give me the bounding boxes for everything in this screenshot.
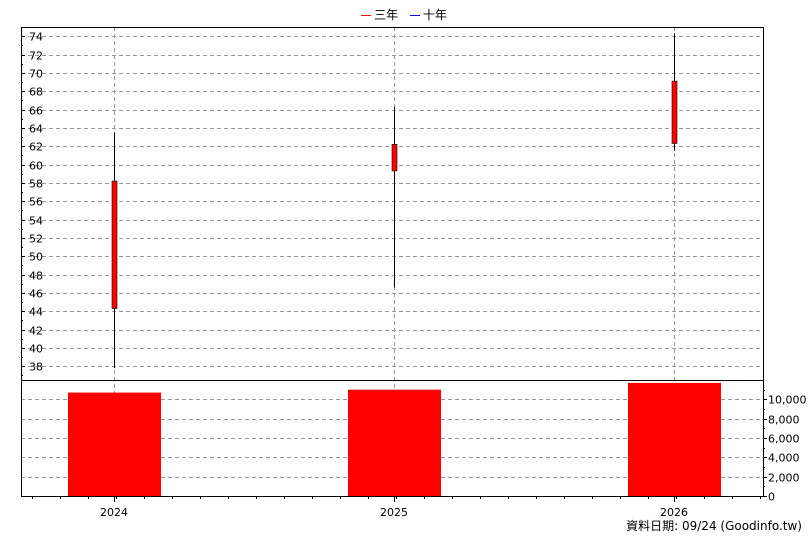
price-tick-label: 62 (29, 141, 43, 154)
volume-tick-label: 8,000 (768, 414, 800, 427)
price-tick-label: 42 (29, 325, 43, 338)
price-tick-label: 52 (29, 233, 43, 246)
price-tick-label: 54 (29, 215, 43, 228)
legend-label-three-year: 三年 (374, 8, 399, 22)
x-tick-label: 2025 (380, 506, 408, 519)
volume-tick-label: 0 (768, 491, 775, 504)
price-tick-label: 66 (29, 105, 43, 118)
legend-swatch-ten-year (409, 15, 420, 16)
volume-bar (68, 392, 161, 496)
legend: 三年 十年 (0, 6, 808, 23)
price-tick-label: 50 (29, 251, 43, 264)
legend-item-three-year: 三年 (361, 6, 398, 23)
volume-tick-label: 4,000 (768, 452, 800, 465)
candle-body (391, 144, 398, 172)
price-tick-label: 74 (29, 31, 43, 44)
price-tick-label: 56 (29, 196, 43, 209)
candle-body (671, 80, 678, 144)
volume-bar (628, 382, 721, 496)
price-tick-label: 40 (29, 343, 43, 356)
price-tick-label: 64 (29, 123, 43, 136)
price-tick-label: 58 (29, 178, 43, 191)
legend-label-ten-year: 十年 (422, 8, 447, 22)
candle-body (111, 180, 118, 309)
price-tick-label: 72 (29, 50, 43, 63)
x-tick-label: 2024 (100, 506, 128, 519)
price-tick-label: 38 (29, 361, 43, 374)
volume-tick-label: 10,000 (768, 394, 807, 407)
price-tick-label: 60 (29, 160, 43, 173)
volume-tick-label: 2,000 (768, 472, 800, 485)
volume-bar (348, 389, 441, 496)
price-tick-label: 70 (29, 68, 43, 81)
x-tick-label: 2026 (660, 506, 688, 519)
price-tick-label: 48 (29, 270, 43, 283)
price-tick-label: 46 (29, 288, 43, 301)
price-tick-label: 44 (29, 306, 43, 319)
legend-swatch-three-year (361, 15, 372, 16)
legend-item-ten-year: 十年 (409, 6, 447, 23)
price-tick-label: 68 (29, 86, 43, 99)
volume-tick-label: 6,000 (768, 433, 800, 446)
data-date-credit: 資料日期: 09/24 (Goodinfo.tw) (626, 519, 802, 533)
